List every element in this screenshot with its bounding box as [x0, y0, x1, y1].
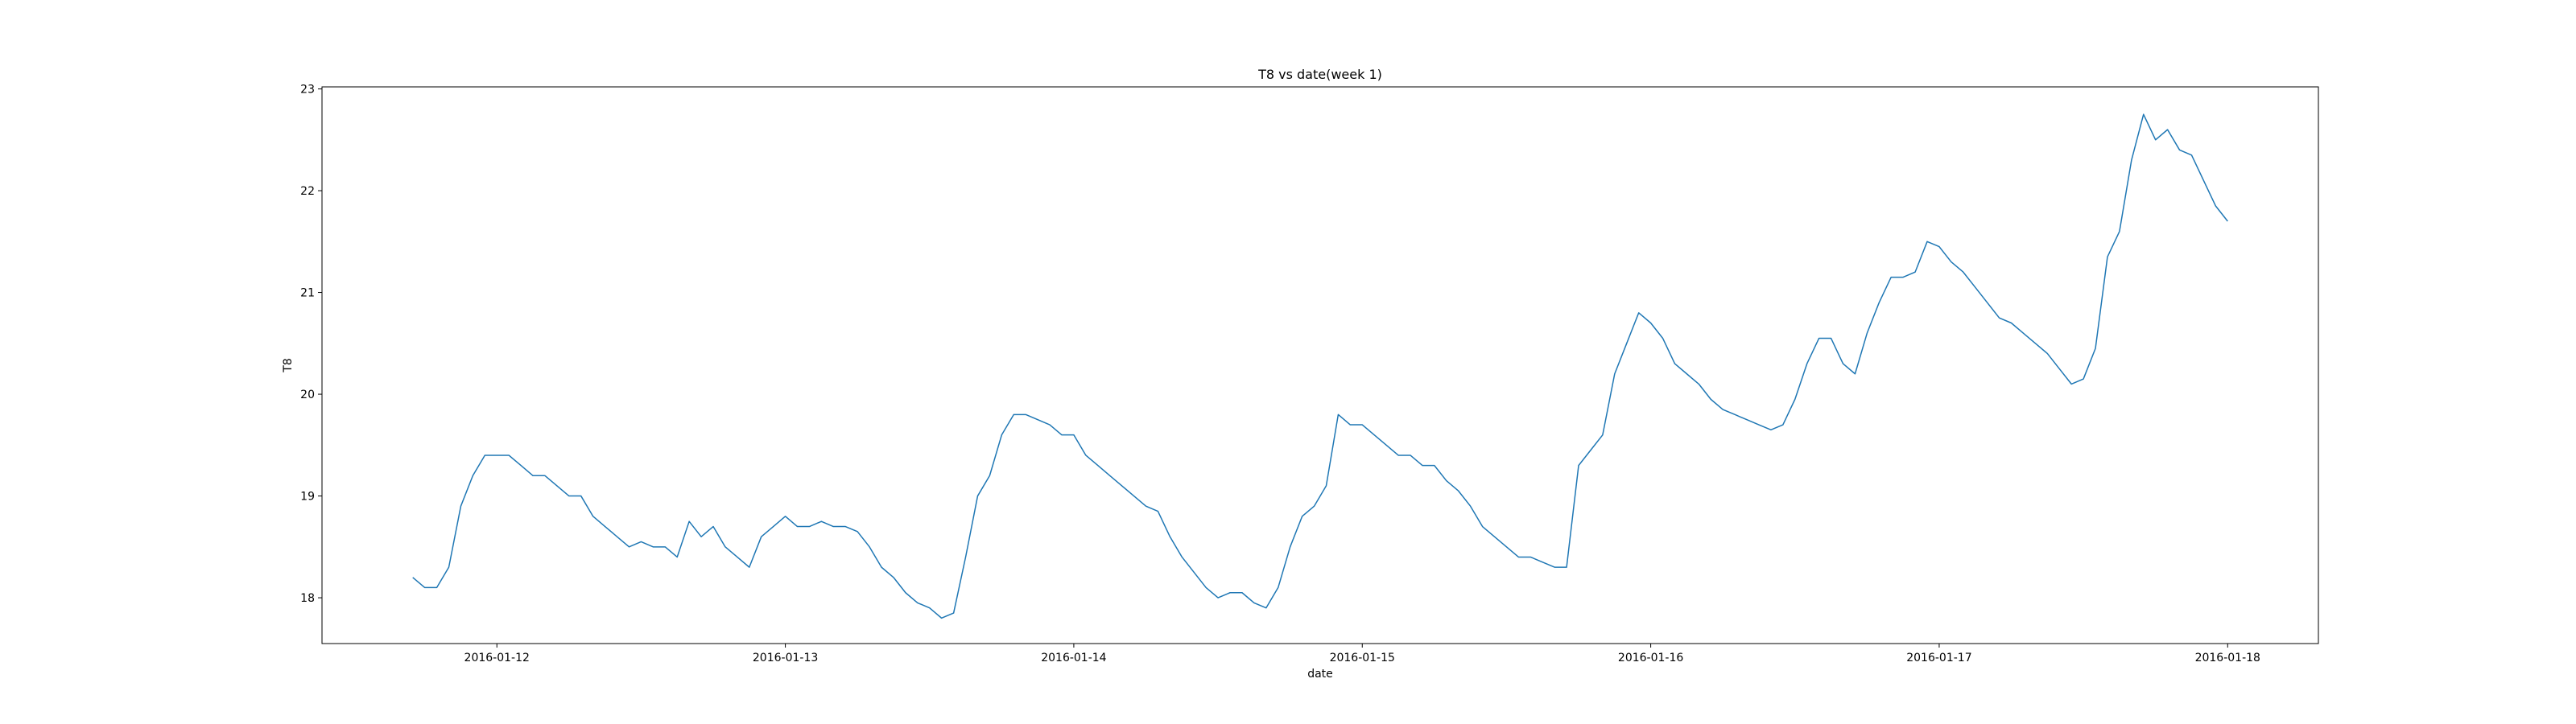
y-tick-label: 20: [300, 389, 315, 401]
x-axis-label: date: [1307, 668, 1333, 681]
x-tick-label: 2016-01-18: [2195, 652, 2260, 664]
x-tick-label: 2016-01-17: [1906, 652, 1971, 664]
x-tick-label: 2016-01-14: [1041, 652, 1106, 664]
y-tick-label: 19: [300, 491, 315, 504]
y-tick-label: 21: [300, 287, 315, 300]
x-tick-label: 2016-01-16: [1618, 652, 1683, 664]
data-line: [412, 113, 2228, 619]
chart-title: T8 vs date(week 1): [1257, 67, 1382, 82]
x-tick-label: 2016-01-13: [753, 652, 818, 664]
y-tick-label: 23: [300, 84, 315, 97]
y-axis-label: T8: [282, 358, 295, 372]
y-tick-label: 18: [300, 592, 315, 605]
plot-frame: [321, 86, 2319, 644]
x-tick-label: 2016-01-15: [1330, 652, 1395, 664]
x-tick-label: 2016-01-12: [464, 652, 530, 664]
y-tick-label: 22: [300, 185, 315, 198]
